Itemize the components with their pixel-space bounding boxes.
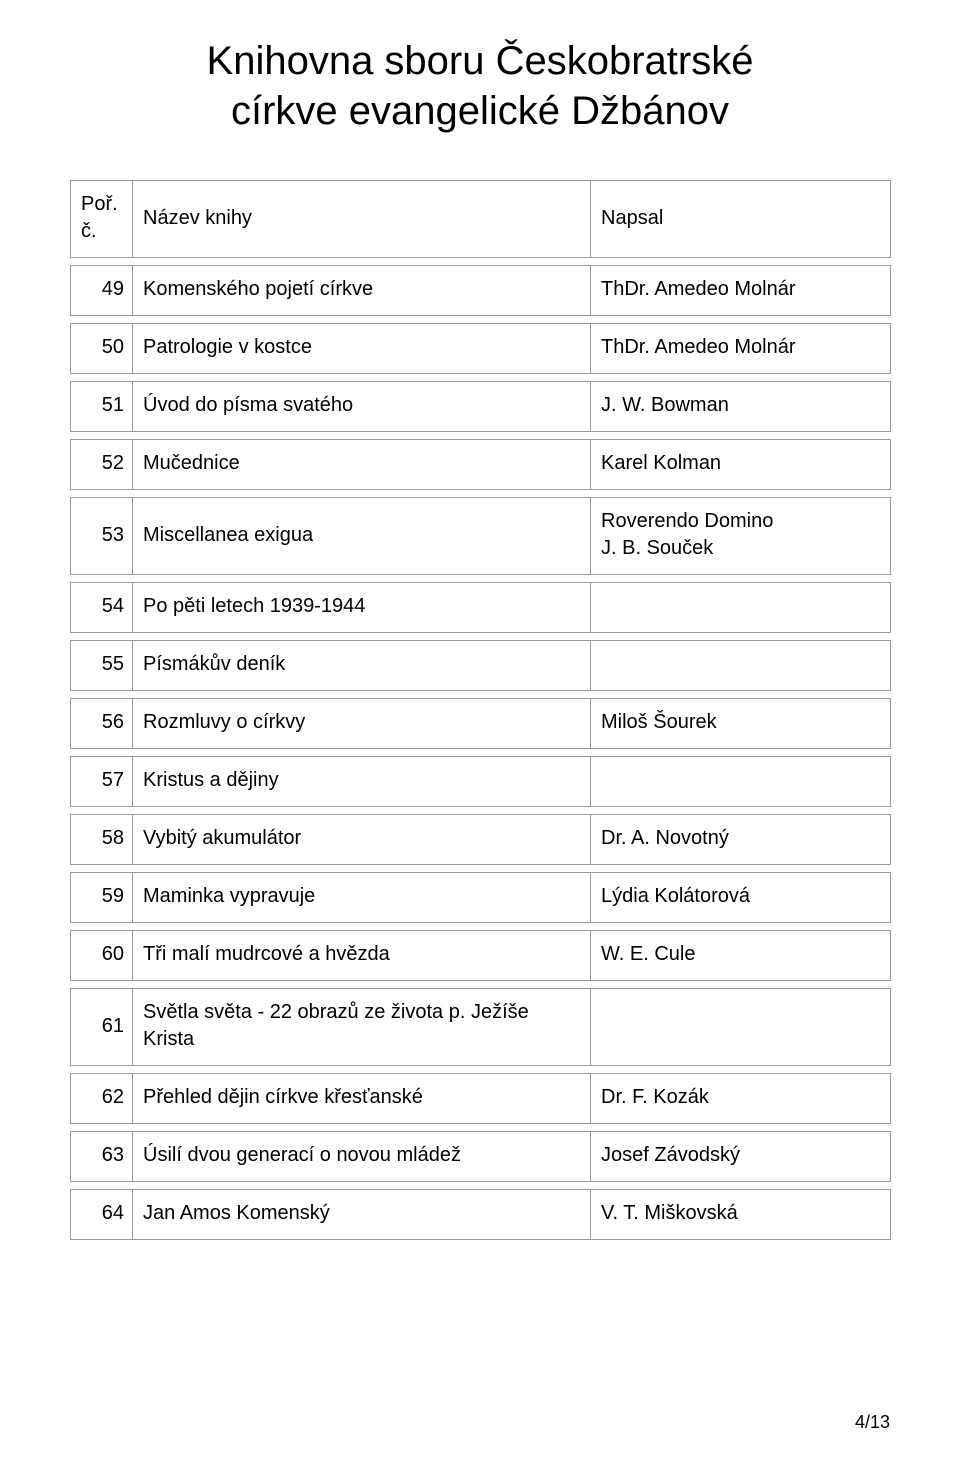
cell-number: 62 bbox=[71, 1074, 133, 1124]
cell-author bbox=[591, 989, 891, 1066]
table-row-gap bbox=[71, 374, 891, 382]
col-header-name: Název knihy bbox=[133, 181, 591, 258]
table-row-gap bbox=[71, 1182, 891, 1190]
table-row-gap bbox=[71, 1124, 891, 1132]
table-row: 53Miscellanea exiguaRoverendo DominoJ. B… bbox=[71, 498, 891, 575]
cell-number: 58 bbox=[71, 815, 133, 865]
cell-number: 49 bbox=[71, 266, 133, 316]
table-row-gap bbox=[71, 633, 891, 641]
cell-book-name: Vybitý akumulátor bbox=[133, 815, 591, 865]
cell-number: 59 bbox=[71, 873, 133, 923]
table-row: 51Úvod do písma svatéhoJ. W. Bowman bbox=[71, 382, 891, 432]
table-row-gap bbox=[71, 923, 891, 931]
cell-number: 52 bbox=[71, 440, 133, 490]
table-row: 58Vybitý akumulátorDr. A. Novotný bbox=[71, 815, 891, 865]
table-row: 64Jan Amos KomenskýV. T. Miškovská bbox=[71, 1190, 891, 1240]
table-row: 52MučedniceKarel Kolman bbox=[71, 440, 891, 490]
cell-author: Miloš Šourek bbox=[591, 699, 891, 749]
cell-number: 64 bbox=[71, 1190, 133, 1240]
cell-author: ThDr. Amedeo Molnár bbox=[591, 324, 891, 374]
cell-number: 55 bbox=[71, 641, 133, 691]
col-header-author: Napsal bbox=[591, 181, 891, 258]
cell-book-name: Úvod do písma svatého bbox=[133, 382, 591, 432]
cell-book-name: Miscellanea exigua bbox=[133, 498, 591, 575]
page-title-line1: Knihovna sboru Českobratrské bbox=[207, 39, 754, 83]
cell-book-name: Po pěti letech 1939-1944 bbox=[133, 583, 591, 633]
table-row: 57Kristus a dějiny bbox=[71, 757, 891, 807]
table-row: 55Písmákův deník bbox=[71, 641, 891, 691]
table-row-gap bbox=[71, 981, 891, 989]
cell-number: 50 bbox=[71, 324, 133, 374]
page: Knihovna sboru Českobratrské církve evan… bbox=[0, 0, 960, 1463]
table-header-row: Poř. č. Název knihy Napsal bbox=[71, 181, 891, 258]
cell-author: Roverendo DominoJ. B. Souček bbox=[591, 498, 891, 575]
cell-book-name: Světla světa - 22 obrazů ze života p. Je… bbox=[133, 989, 591, 1066]
cell-book-name: Přehled dějin církve křesťanské bbox=[133, 1074, 591, 1124]
table-row: 60Tři malí mudrcové a hvězdaW. E. Cule bbox=[71, 931, 891, 981]
cell-author bbox=[591, 757, 891, 807]
cell-number: 56 bbox=[71, 699, 133, 749]
page-title: Knihovna sboru Českobratrské církve evan… bbox=[70, 36, 890, 136]
table-row-gap bbox=[71, 432, 891, 440]
cell-author: Dr. F. Kozák bbox=[591, 1074, 891, 1124]
cell-number: 63 bbox=[71, 1132, 133, 1182]
table-row: 63Úsilí dvou generací o novou mládežJose… bbox=[71, 1132, 891, 1182]
cell-number: 57 bbox=[71, 757, 133, 807]
cell-book-name: Maminka vypravuje bbox=[133, 873, 591, 923]
cell-book-name: Tři malí mudrcové a hvězda bbox=[133, 931, 591, 981]
cell-author: Lýdia Kolátorová bbox=[591, 873, 891, 923]
cell-author: V. T. Miškovská bbox=[591, 1190, 891, 1240]
table-row-gap bbox=[71, 1066, 891, 1074]
table-row-gap bbox=[71, 865, 891, 873]
table-row-gap bbox=[71, 316, 891, 324]
cell-author: Karel Kolman bbox=[591, 440, 891, 490]
cell-book-name: Jan Amos Komenský bbox=[133, 1190, 591, 1240]
cell-number: 53 bbox=[71, 498, 133, 575]
cell-book-name: Rozmluvy o církvy bbox=[133, 699, 591, 749]
cell-book-name: Písmákův deník bbox=[133, 641, 591, 691]
cell-author: W. E. Cule bbox=[591, 931, 891, 981]
table-row: 61Světla světa - 22 obrazů ze života p. … bbox=[71, 989, 891, 1066]
col-header-number: Poř. č. bbox=[71, 181, 133, 258]
cell-book-name: Mučednice bbox=[133, 440, 591, 490]
cell-author: J. W. Bowman bbox=[591, 382, 891, 432]
table-row-gap bbox=[71, 749, 891, 757]
cell-book-name: Úsilí dvou generací o novou mládež bbox=[133, 1132, 591, 1182]
table-row-gap bbox=[71, 807, 891, 815]
cell-book-name: Patrologie v kostce bbox=[133, 324, 591, 374]
cell-number: 54 bbox=[71, 583, 133, 633]
cell-author bbox=[591, 641, 891, 691]
table-row: 50Patrologie v kostceThDr. Amedeo Molnár bbox=[71, 324, 891, 374]
page-title-line2: církve evangelické Džbánov bbox=[231, 89, 729, 133]
books-table: Poř. č. Název knihy Napsal 49Komenského … bbox=[70, 180, 891, 1240]
cell-number: 60 bbox=[71, 931, 133, 981]
table-row: 62Přehled dějin církve křesťanskéDr. F. … bbox=[71, 1074, 891, 1124]
page-number: 4/13 bbox=[855, 1412, 890, 1433]
table-row-gap bbox=[71, 258, 891, 266]
table-row: 49Komenského pojetí církveThDr. Amedeo M… bbox=[71, 266, 891, 316]
table-row-gap bbox=[71, 490, 891, 498]
table-row: 56Rozmluvy o církvyMiloš Šourek bbox=[71, 699, 891, 749]
cell-author bbox=[591, 583, 891, 633]
table-row: 54Po pěti letech 1939-1944 bbox=[71, 583, 891, 633]
cell-number: 61 bbox=[71, 989, 133, 1066]
cell-number: 51 bbox=[71, 382, 133, 432]
cell-book-name: Komenského pojetí církve bbox=[133, 266, 591, 316]
table-row-gap bbox=[71, 575, 891, 583]
cell-author: ThDr. Amedeo Molnár bbox=[591, 266, 891, 316]
table-row-gap bbox=[71, 691, 891, 699]
cell-author: Dr. A. Novotný bbox=[591, 815, 891, 865]
cell-book-name: Kristus a dějiny bbox=[133, 757, 591, 807]
cell-author: Josef Závodský bbox=[591, 1132, 891, 1182]
table-row: 59Maminka vypravujeLýdia Kolátorová bbox=[71, 873, 891, 923]
